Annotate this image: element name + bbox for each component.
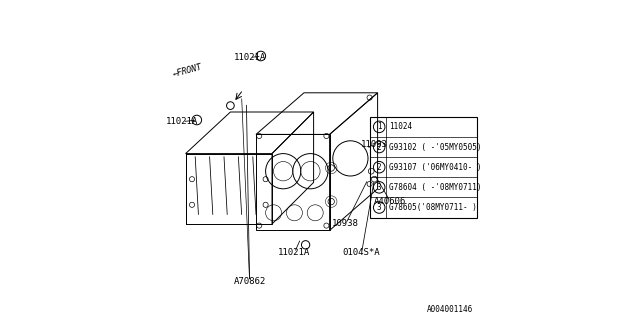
- Text: 11024: 11024: [389, 122, 412, 132]
- Text: 1: 1: [377, 122, 381, 132]
- Text: G78605('08MY0711- ): G78605('08MY0711- ): [389, 203, 477, 212]
- Text: A004001146: A004001146: [428, 305, 474, 314]
- Text: 3: 3: [377, 183, 381, 192]
- Text: 3: 3: [377, 203, 381, 212]
- Text: 11021A: 11021A: [278, 248, 310, 257]
- Text: A40606: A40606: [374, 197, 406, 206]
- Text: 11021A: 11021A: [166, 117, 198, 126]
- Text: A70862: A70862: [234, 277, 266, 286]
- Text: 10938: 10938: [332, 220, 359, 228]
- Text: ←FRONT: ←FRONT: [172, 62, 203, 79]
- Text: G93107 ('06MY0410- ): G93107 ('06MY0410- ): [389, 163, 481, 172]
- Text: 0104S*A: 0104S*A: [343, 248, 380, 257]
- Text: 2: 2: [377, 163, 381, 172]
- Text: G78604 ( -'08MY0711): G78604 ( -'08MY0711): [389, 183, 481, 192]
- Text: 2: 2: [377, 142, 381, 152]
- Text: 11093: 11093: [361, 140, 388, 148]
- Text: G93102 ( -'05MY0505): G93102 ( -'05MY0505): [389, 142, 481, 152]
- Text: 11021A: 11021A: [234, 53, 266, 62]
